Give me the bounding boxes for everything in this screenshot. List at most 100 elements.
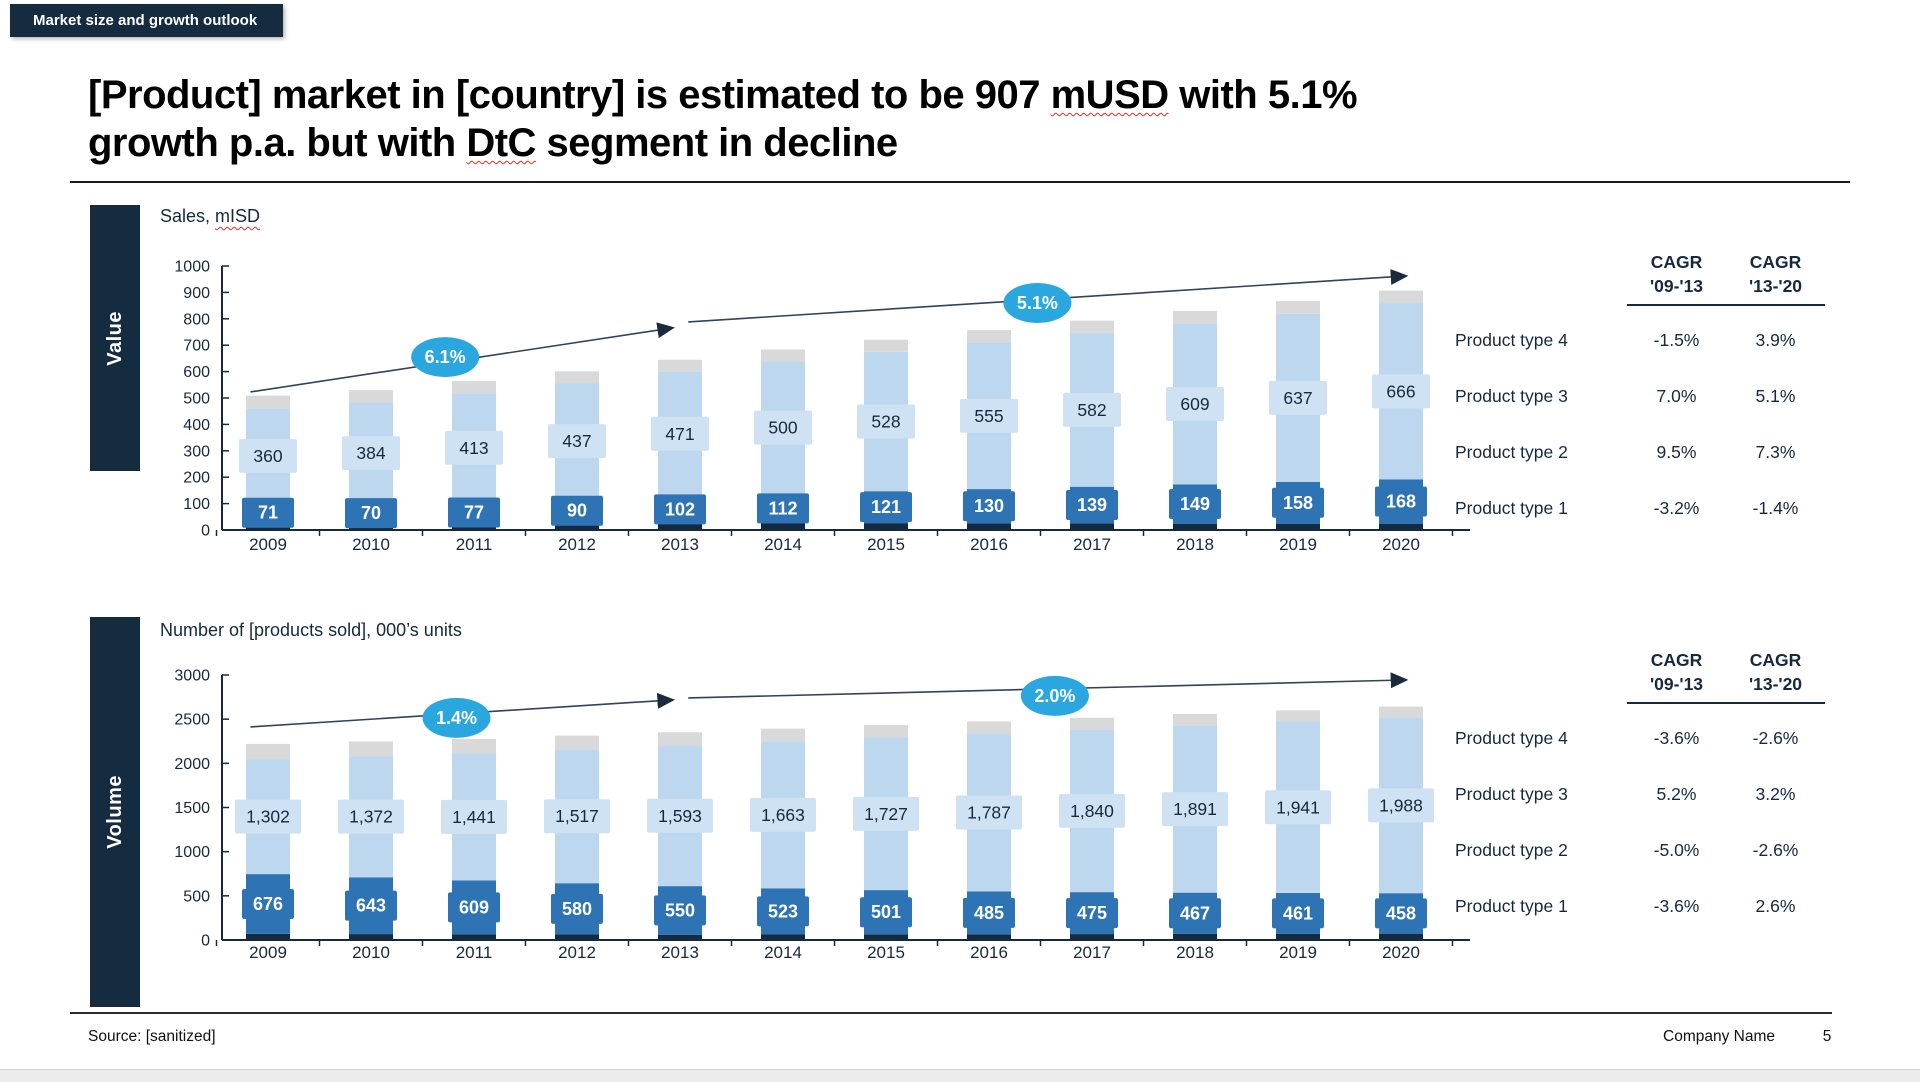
bar-2011: 609 1,441 xyxy=(441,739,507,940)
growth-badge-label: 6.1% xyxy=(425,347,466,367)
bar-segment-product-type-1 xyxy=(1379,933,1423,940)
bar-segment-product-type-1 xyxy=(864,934,908,940)
value-chip-light xyxy=(750,797,816,832)
cagr-value: -5.0% xyxy=(1653,839,1700,860)
cagr-row-label: Product type 3 xyxy=(1455,385,1568,406)
y-tick-label: 2500 xyxy=(174,712,210,729)
value-chip-light xyxy=(239,438,297,473)
cagr-row-label: Product type 3 xyxy=(1455,783,1568,804)
bar-value-label: 1,787 xyxy=(967,802,1011,822)
cagr-period-header: CAGR '13-'20 xyxy=(1748,252,1803,296)
value-chip-blue xyxy=(654,895,706,926)
bar-segment-product-type-4 xyxy=(658,359,702,372)
bar-2013: 102 471 xyxy=(651,359,709,530)
y-tick-label: 200 xyxy=(183,470,210,487)
bar-value-label: 102 xyxy=(665,499,695,519)
value-chip-light xyxy=(1166,386,1224,421)
cagr-table-row: Product type 4 -3.6% -2.6% xyxy=(1455,710,1835,766)
bar-2009: 71 360 xyxy=(239,395,297,530)
value-chip-light xyxy=(544,799,610,834)
cagr-table-body: Product type 4 -1.5% 3.9% Product type 3 7.0… xyxy=(1455,312,1835,536)
x-axis-year-label: 2009 xyxy=(249,943,287,962)
bar-2014: 112 500 xyxy=(754,349,812,530)
value-chip-blue xyxy=(551,495,603,526)
cagr-value: -3.6% xyxy=(1653,895,1700,916)
text-segment: [Product] market in [country] is estimat… xyxy=(88,72,1051,117)
cagr-table-row: Product type 1 -3.6% 2.6% xyxy=(1455,878,1835,934)
cagr-value: 2.6% xyxy=(1755,895,1796,916)
bar-value-label: 70 xyxy=(361,503,381,523)
bar-segment-product-type-1 xyxy=(1070,523,1114,530)
y-tick-label: 3000 xyxy=(174,668,210,685)
cagr-period-header: CAGR '13-'20 xyxy=(1748,650,1803,694)
bar-value-label: 1,517 xyxy=(555,806,599,826)
bar-value-label: 1,663 xyxy=(761,805,805,825)
bar-2015: 501 1,727 xyxy=(853,725,919,940)
value-chip-blue xyxy=(860,492,912,523)
bar-segment-product-type-4 xyxy=(967,721,1011,734)
squiggle-word: DtC xyxy=(466,120,536,165)
value-chip-blue xyxy=(860,897,912,928)
value-chip-light xyxy=(1162,792,1228,827)
value-chip-light xyxy=(651,416,709,451)
bar-segment-product-type-4 xyxy=(658,732,702,746)
value-chip-light xyxy=(1372,374,1430,409)
bar-value-label: 384 xyxy=(356,443,385,463)
cagr-row-label: Product type 2 xyxy=(1455,441,1568,462)
value-chip-blue xyxy=(654,494,706,525)
bar-value-label: 130 xyxy=(974,496,1004,516)
cagr-value: -1.5% xyxy=(1653,329,1700,350)
bar-value-label: 643 xyxy=(356,896,386,916)
bar-value-label: 1,727 xyxy=(864,804,908,824)
slide-title: [Product] market in [country] is estimat… xyxy=(88,71,1588,167)
cagr-header-underline xyxy=(1627,304,1825,306)
cagr-value: -2.6% xyxy=(1752,727,1799,748)
bar-value-label: 1,891 xyxy=(1173,799,1217,819)
y-tick-label: 500 xyxy=(183,391,210,408)
cagr-table-header: CAGR '09-'13 CAGR '13-'20 xyxy=(1455,648,1835,702)
bar-value-label: 485 xyxy=(974,903,1004,923)
bar-value-label: 580 xyxy=(562,899,592,919)
bar-2010: 70 384 xyxy=(342,390,400,530)
bar-segment-product-type-4 xyxy=(555,371,599,384)
growth-badge xyxy=(411,337,480,378)
text-segment: Number of [products sold], 000’s units xyxy=(160,620,462,640)
chart-canvas: 0 500 1000 1500 2000 2500 3000 676 1,302 2009 643 1… xyxy=(174,668,1470,962)
x-axis-year-label: 2013 xyxy=(661,535,699,554)
x-axis-year-label: 2013 xyxy=(661,943,699,962)
cagr-value: -1.4% xyxy=(1752,497,1799,518)
bar-2015: 121 528 xyxy=(857,339,915,530)
bar-segment-product-type-1 xyxy=(1276,523,1320,530)
value-chip-light xyxy=(853,796,919,831)
value-chip-blue xyxy=(1066,898,1118,929)
value-chip-blue xyxy=(1169,898,1221,929)
cagr-table-row: Product type 2 9.5% 7.3% xyxy=(1455,424,1835,480)
text-segment: segment in decline xyxy=(535,120,899,165)
cagr-table-row: Product type 4 -1.5% 3.9% xyxy=(1455,312,1835,368)
y-tick-label: 0 xyxy=(201,933,210,950)
bar-2013: 550 1,593 xyxy=(647,732,713,940)
cagr-header-spacer xyxy=(1455,250,1627,298)
cagr-value: 5.2% xyxy=(1656,783,1697,804)
bar-value-label: 360 xyxy=(253,446,282,466)
value-chip-blue xyxy=(448,497,500,528)
x-axis-year-label: 2020 xyxy=(1382,535,1420,554)
x-axis-year-label: 2017 xyxy=(1073,535,1111,554)
cagr-table-value: CAGR '09-'13 CAGR '13-'20 Product type 4 -1.5… xyxy=(1455,250,1835,536)
value-chip-light xyxy=(647,798,713,833)
value-chip-blue xyxy=(757,896,809,927)
bar-value-label: 158 xyxy=(1283,493,1313,513)
cagr-value: 9.5% xyxy=(1656,441,1697,462)
squiggle-word: mUSD xyxy=(1050,72,1170,117)
footer-page-number: 5 xyxy=(1822,1028,1832,1045)
bar-segment-product-type-4 xyxy=(761,349,805,362)
bar-2014: 523 1,663 xyxy=(750,728,816,940)
bar-segment-product-type-4 xyxy=(1070,320,1114,334)
bar-2010: 643 1,372 xyxy=(338,741,404,940)
bar-2018: 149 609 xyxy=(1166,310,1224,530)
value-chip-blue xyxy=(1272,898,1324,929)
cagr-table-row: Product type 2 -5.0% -2.6% xyxy=(1455,822,1835,878)
bar-value-label: 609 xyxy=(459,897,489,917)
value-chip-blue xyxy=(963,897,1015,928)
